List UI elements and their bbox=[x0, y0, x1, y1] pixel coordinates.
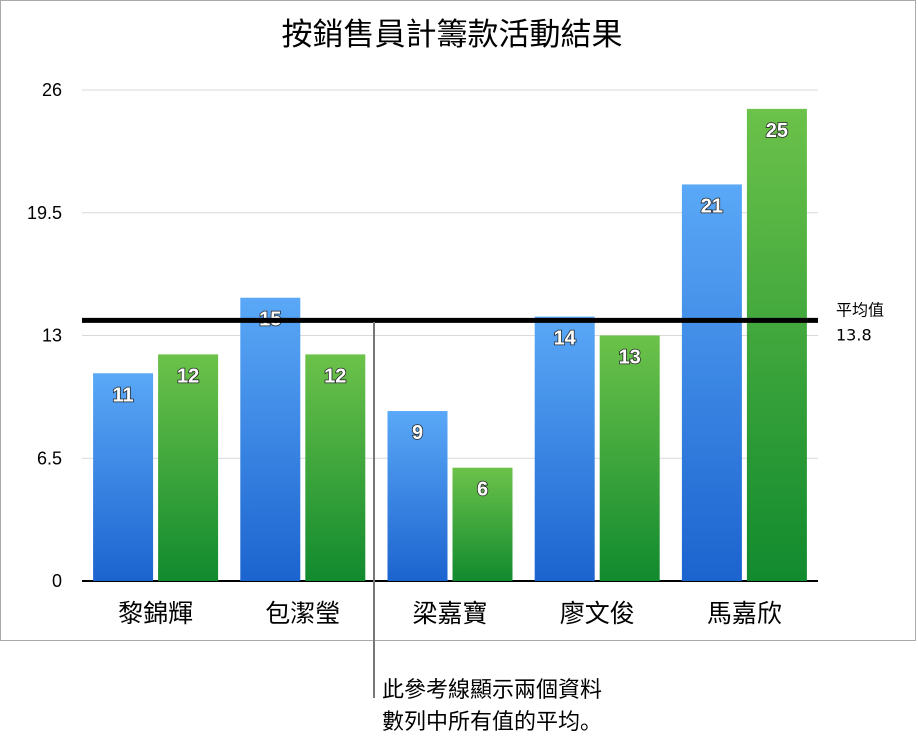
bar-value-label: 11 bbox=[113, 384, 134, 406]
bar-value-label: 21 bbox=[701, 195, 723, 217]
y-tick-label: 13 bbox=[42, 326, 62, 346]
bar bbox=[746, 108, 807, 581]
y-tick-label: 6.5 bbox=[37, 448, 62, 468]
bar bbox=[305, 354, 366, 581]
bar-value-label: 13 bbox=[619, 347, 641, 369]
bar bbox=[93, 373, 154, 581]
bar bbox=[534, 316, 595, 581]
bar-value-label: 12 bbox=[177, 365, 199, 387]
callout-text: 數列中所有值的平均。 bbox=[382, 710, 602, 735]
callout-text: 此參考線顯示兩個資料 bbox=[382, 678, 602, 703]
bar bbox=[599, 335, 660, 581]
y-tick-label: 0 bbox=[52, 571, 62, 591]
x-category-label: 包潔瑩 bbox=[265, 599, 340, 628]
bar-value-label: 12 bbox=[324, 365, 346, 387]
reference-line-label: 平均值 bbox=[836, 300, 884, 319]
bar bbox=[158, 354, 219, 581]
x-category-label: 黎錦輝 bbox=[118, 599, 193, 628]
bar bbox=[387, 411, 448, 581]
bar bbox=[240, 297, 301, 581]
bar-value-label: 6 bbox=[477, 479, 488, 501]
y-tick-label: 26 bbox=[42, 80, 62, 100]
x-category-label: 廖文俊 bbox=[560, 599, 635, 628]
x-category-label: 梁嘉寶 bbox=[412, 599, 487, 628]
bar-value-label: 25 bbox=[766, 120, 788, 142]
bar-value-label: 9 bbox=[412, 422, 423, 444]
y-tick-label: 19.5 bbox=[27, 203, 62, 223]
chart-title: 按銷售員計籌款活動結果 bbox=[282, 17, 623, 53]
bar bbox=[452, 467, 513, 581]
bar bbox=[681, 184, 742, 581]
x-category-label: 馬嘉欣 bbox=[707, 599, 782, 628]
reference-line-value: 13.8 bbox=[836, 325, 872, 344]
bar-value-label: 14 bbox=[554, 328, 577, 350]
